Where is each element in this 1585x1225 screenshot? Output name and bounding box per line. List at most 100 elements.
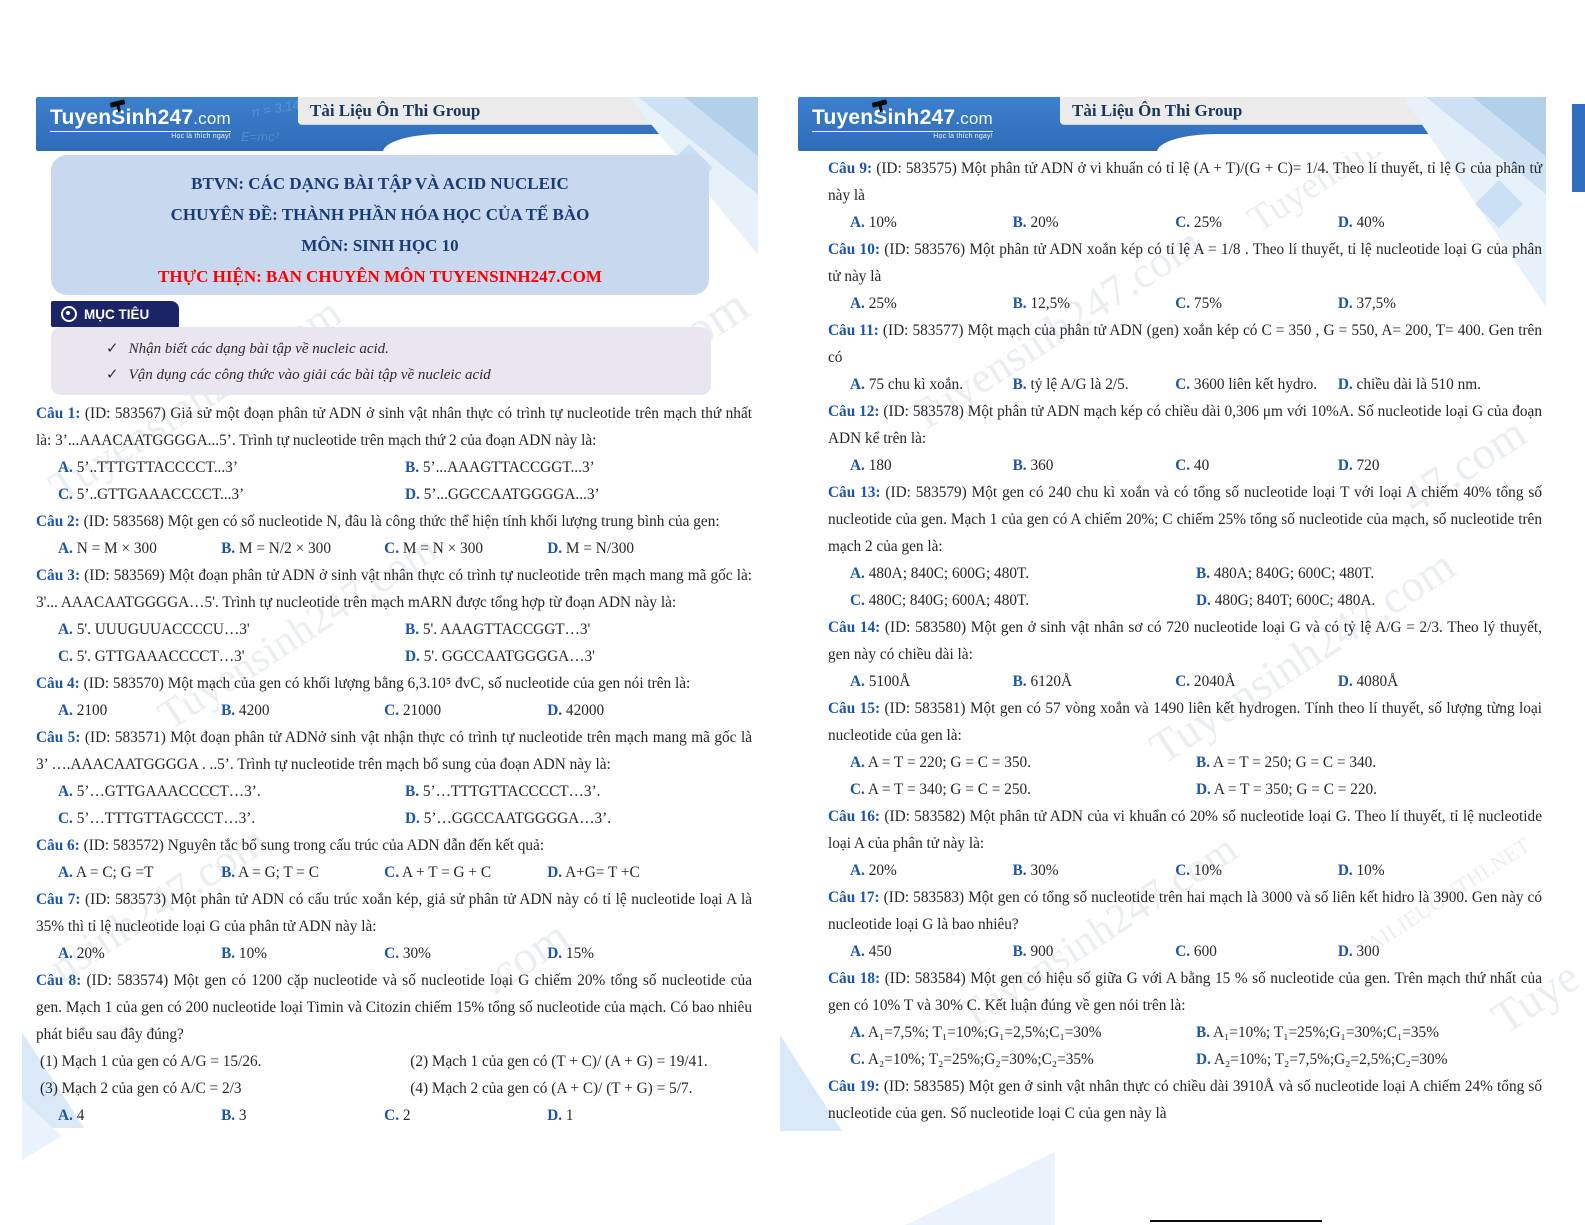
- question-stem: Câu 6: (ID: 583572) Nguyên tắc bổ sung t…: [36, 837, 545, 854]
- question: Câu 6: (ID: 583572) Nguyên tắc bổ sung t…: [36, 832, 752, 886]
- answer-option: D. 5’…GGCCAATGGGGA…3’.: [405, 810, 612, 827]
- title-line: CHUYÊN ĐỀ: THÀNH PHẦN HÓA HỌC CỦA TẾ BÀO: [170, 205, 590, 224]
- statement: (4) Mạch 2 của gen có (A + C)/ (T + G) =…: [410, 1080, 693, 1097]
- option-letter: C.: [1175, 295, 1191, 312]
- options-row4: A. 5100Å B. 6120Å C. 2040Å D. 4080Å: [828, 668, 1542, 695]
- answer-option: C. 25%: [1175, 214, 1222, 231]
- question-id: (ID: 583575): [872, 160, 961, 177]
- question-id: (ID: 583577): [878, 322, 968, 339]
- options-grid2: A. 480A; 840C; 600G; 480T. B. 480A; 840G;…: [828, 560, 1542, 614]
- question-stem: Câu 16: (ID: 583582) Một phân tử ADN của…: [828, 808, 1542, 852]
- answer-option: B. A = G; T = C: [221, 864, 319, 881]
- question-number: Câu 12:: [828, 403, 880, 420]
- question-id: (ID: 583576): [879, 241, 970, 258]
- answer-option: C. A + T = G + C: [384, 864, 492, 881]
- question-number: Câu 10:: [828, 241, 880, 258]
- options-grid2: A. 5'. UUUGUUACCCCU…3' B. 5'. AAAGTTACCGG…: [36, 616, 752, 670]
- objective-item: ✓ Nhận biết các dạng bài tập về nucleic a…: [106, 336, 701, 362]
- option-letter: A.: [58, 864, 73, 881]
- answer-option: B. 3: [221, 1107, 247, 1124]
- option-letter: B.: [1196, 1024, 1211, 1041]
- question-id: (ID: 583569): [80, 567, 169, 584]
- logo-domain: .com: [193, 109, 231, 128]
- options-row4: A. 180 B. 360 C. 40 D. 720: [828, 452, 1542, 479]
- question-id: (ID: 583581): [880, 700, 970, 717]
- option-letter: A.: [58, 621, 73, 638]
- objectives-box: ✓ Nhận biết các dạng bài tập về nucleic a…: [51, 327, 711, 395]
- option-letter: C.: [1175, 376, 1191, 393]
- header-swoosh: [382, 134, 758, 152]
- option-letter: C.: [1175, 943, 1191, 960]
- question-number: Câu 15:: [828, 700, 881, 717]
- answer-option: C. M = N × 300: [384, 540, 483, 557]
- option-letter: B.: [1012, 295, 1027, 312]
- option-letter: B.: [405, 459, 420, 476]
- question-id: (ID: 583584): [880, 970, 971, 987]
- question-number: Câu 9:: [828, 160, 873, 177]
- option-letter: D.: [1337, 376, 1353, 393]
- question-id: (ID: 583583): [879, 889, 969, 906]
- answer-option: D. chiều dài là 510 nm.: [1337, 376, 1481, 393]
- question-id: (ID: 583570): [79, 675, 168, 692]
- answer-option: D. 4080Å: [1337, 673, 1399, 690]
- question-stem: Câu 11: (ID: 583577) Một mạch của phân t…: [828, 322, 1542, 366]
- question-number: Câu 7:: [36, 891, 81, 908]
- option-letter: C.: [1175, 862, 1191, 879]
- answer-option: D. 5'. GGCCAATGGGGA…3': [405, 648, 595, 665]
- math-doodle: π = 3.14: [250, 96, 301, 121]
- question-stem: Câu 10: (ID: 583576) Một phân tử ADN xoắ…: [828, 241, 1542, 285]
- option-letter: C.: [384, 1107, 400, 1124]
- page-left: π = 3.14 E=mc² TuyenSinh247.com Học là t…: [36, 96, 758, 1124]
- answer-option: A. A = T = 220; G = C = 350.: [850, 754, 1031, 771]
- option-letter: C.: [850, 592, 865, 609]
- answer-option: B. A = T = 250; G = C = 340.: [1196, 754, 1377, 771]
- question: Câu 11: (ID: 583577) Một mạch của phân t…: [828, 317, 1542, 398]
- question-stem: Câu 2: (ID: 583568) Một gen có số nucleo…: [36, 513, 720, 530]
- option-letter: A.: [850, 754, 865, 771]
- options-grid2: A. 5’..TTTGTTACCCCT...3’ B. 5’...AAAGTTAC…: [36, 454, 752, 508]
- answer-option: C. 10%: [1175, 862, 1222, 879]
- option-letter: D.: [1196, 1051, 1211, 1068]
- objective-text: Nhận biết các dạng bài tập về nucleic ac…: [128, 341, 389, 357]
- answer-option: C. 75%: [1175, 295, 1222, 312]
- question-id: (ID: 583579): [880, 484, 972, 501]
- option-letter: C.: [384, 864, 400, 881]
- answer-option: B. 360: [1012, 457, 1054, 474]
- answer-option: A. 5100Å: [850, 673, 911, 690]
- answer-option: B. 4200: [221, 702, 270, 719]
- option-letter: B.: [221, 945, 236, 962]
- answer-option: A. N = M × 300: [58, 540, 157, 557]
- answer-option: C. A₂=10%; T₂=25%;G₂=30%;C₂=35%: [850, 1051, 1094, 1068]
- options-row4: A. 20% B. 30% C. 10% D. 10%: [828, 857, 1542, 884]
- option-letter: D.: [1337, 673, 1353, 690]
- options-grid2: A. A = T = 220; G = C = 350. B. A = T = 2…: [828, 749, 1542, 803]
- question-stem: Câu 15: (ID: 583581) Một gen có 57 vòng …: [828, 700, 1542, 744]
- option-letter: D.: [1337, 214, 1353, 231]
- bottom-right-decoration: [905, 1152, 1055, 1225]
- statement: (1) Mạch 1 của gen có A/G = 15/26.: [40, 1053, 262, 1070]
- question-stem: Câu 3: (ID: 583569) Một đoạn phân tử ADN…: [36, 567, 752, 611]
- options-row4: A. N = M × 300 B. M = N/2 × 300 C. M = N ×…: [36, 535, 752, 562]
- option-letter: A.: [58, 702, 73, 719]
- options-grid2: A. 5’…GTTGAAACCCCT…3’. B. 5’…TTTGTTACCCCT…: [36, 778, 752, 832]
- option-letter: D.: [1337, 295, 1353, 312]
- title-line: MÔN: SINH HỌC 10: [301, 236, 459, 255]
- answer-option: A. 5’..TTTGTTACCCCT...3’: [58, 459, 238, 476]
- option-letter: B.: [1012, 457, 1027, 474]
- question: Câu 18: (ID: 583584) Một gen có hiệu số …: [828, 965, 1542, 1073]
- group-ribbon: Tài Liệu Ôn Thi Group: [298, 97, 754, 125]
- answer-option: C. A = T = 340; G = C = 250.: [850, 781, 1031, 798]
- answer-option: D. A₂=10%; T₂=7,5%;G₂=2,5%;C₂=30%: [1196, 1051, 1448, 1068]
- question: Câu 13: (ID: 583579) Một gen có 240 chu …: [828, 479, 1542, 614]
- option-letter: D.: [405, 486, 420, 503]
- option-letter: B.: [221, 864, 236, 881]
- question-stem: Câu 13: (ID: 583579) Một gen có 240 chu …: [828, 484, 1542, 555]
- question-number: Câu 3:: [36, 567, 81, 584]
- question-number: Câu 18:: [828, 970, 881, 987]
- option-letter: D.: [405, 648, 420, 665]
- answer-option: C. 2: [384, 1107, 411, 1124]
- header-bar-right: TuyenSinh247.com Học là thích ngay! Tài …: [798, 97, 1546, 152]
- answer-option: B. 5'. AAAGTTACCGGT…3': [405, 621, 591, 638]
- option-letter: B.: [221, 540, 236, 557]
- options-row4: A. 450 B. 900 C. 600 D. 300: [828, 938, 1542, 965]
